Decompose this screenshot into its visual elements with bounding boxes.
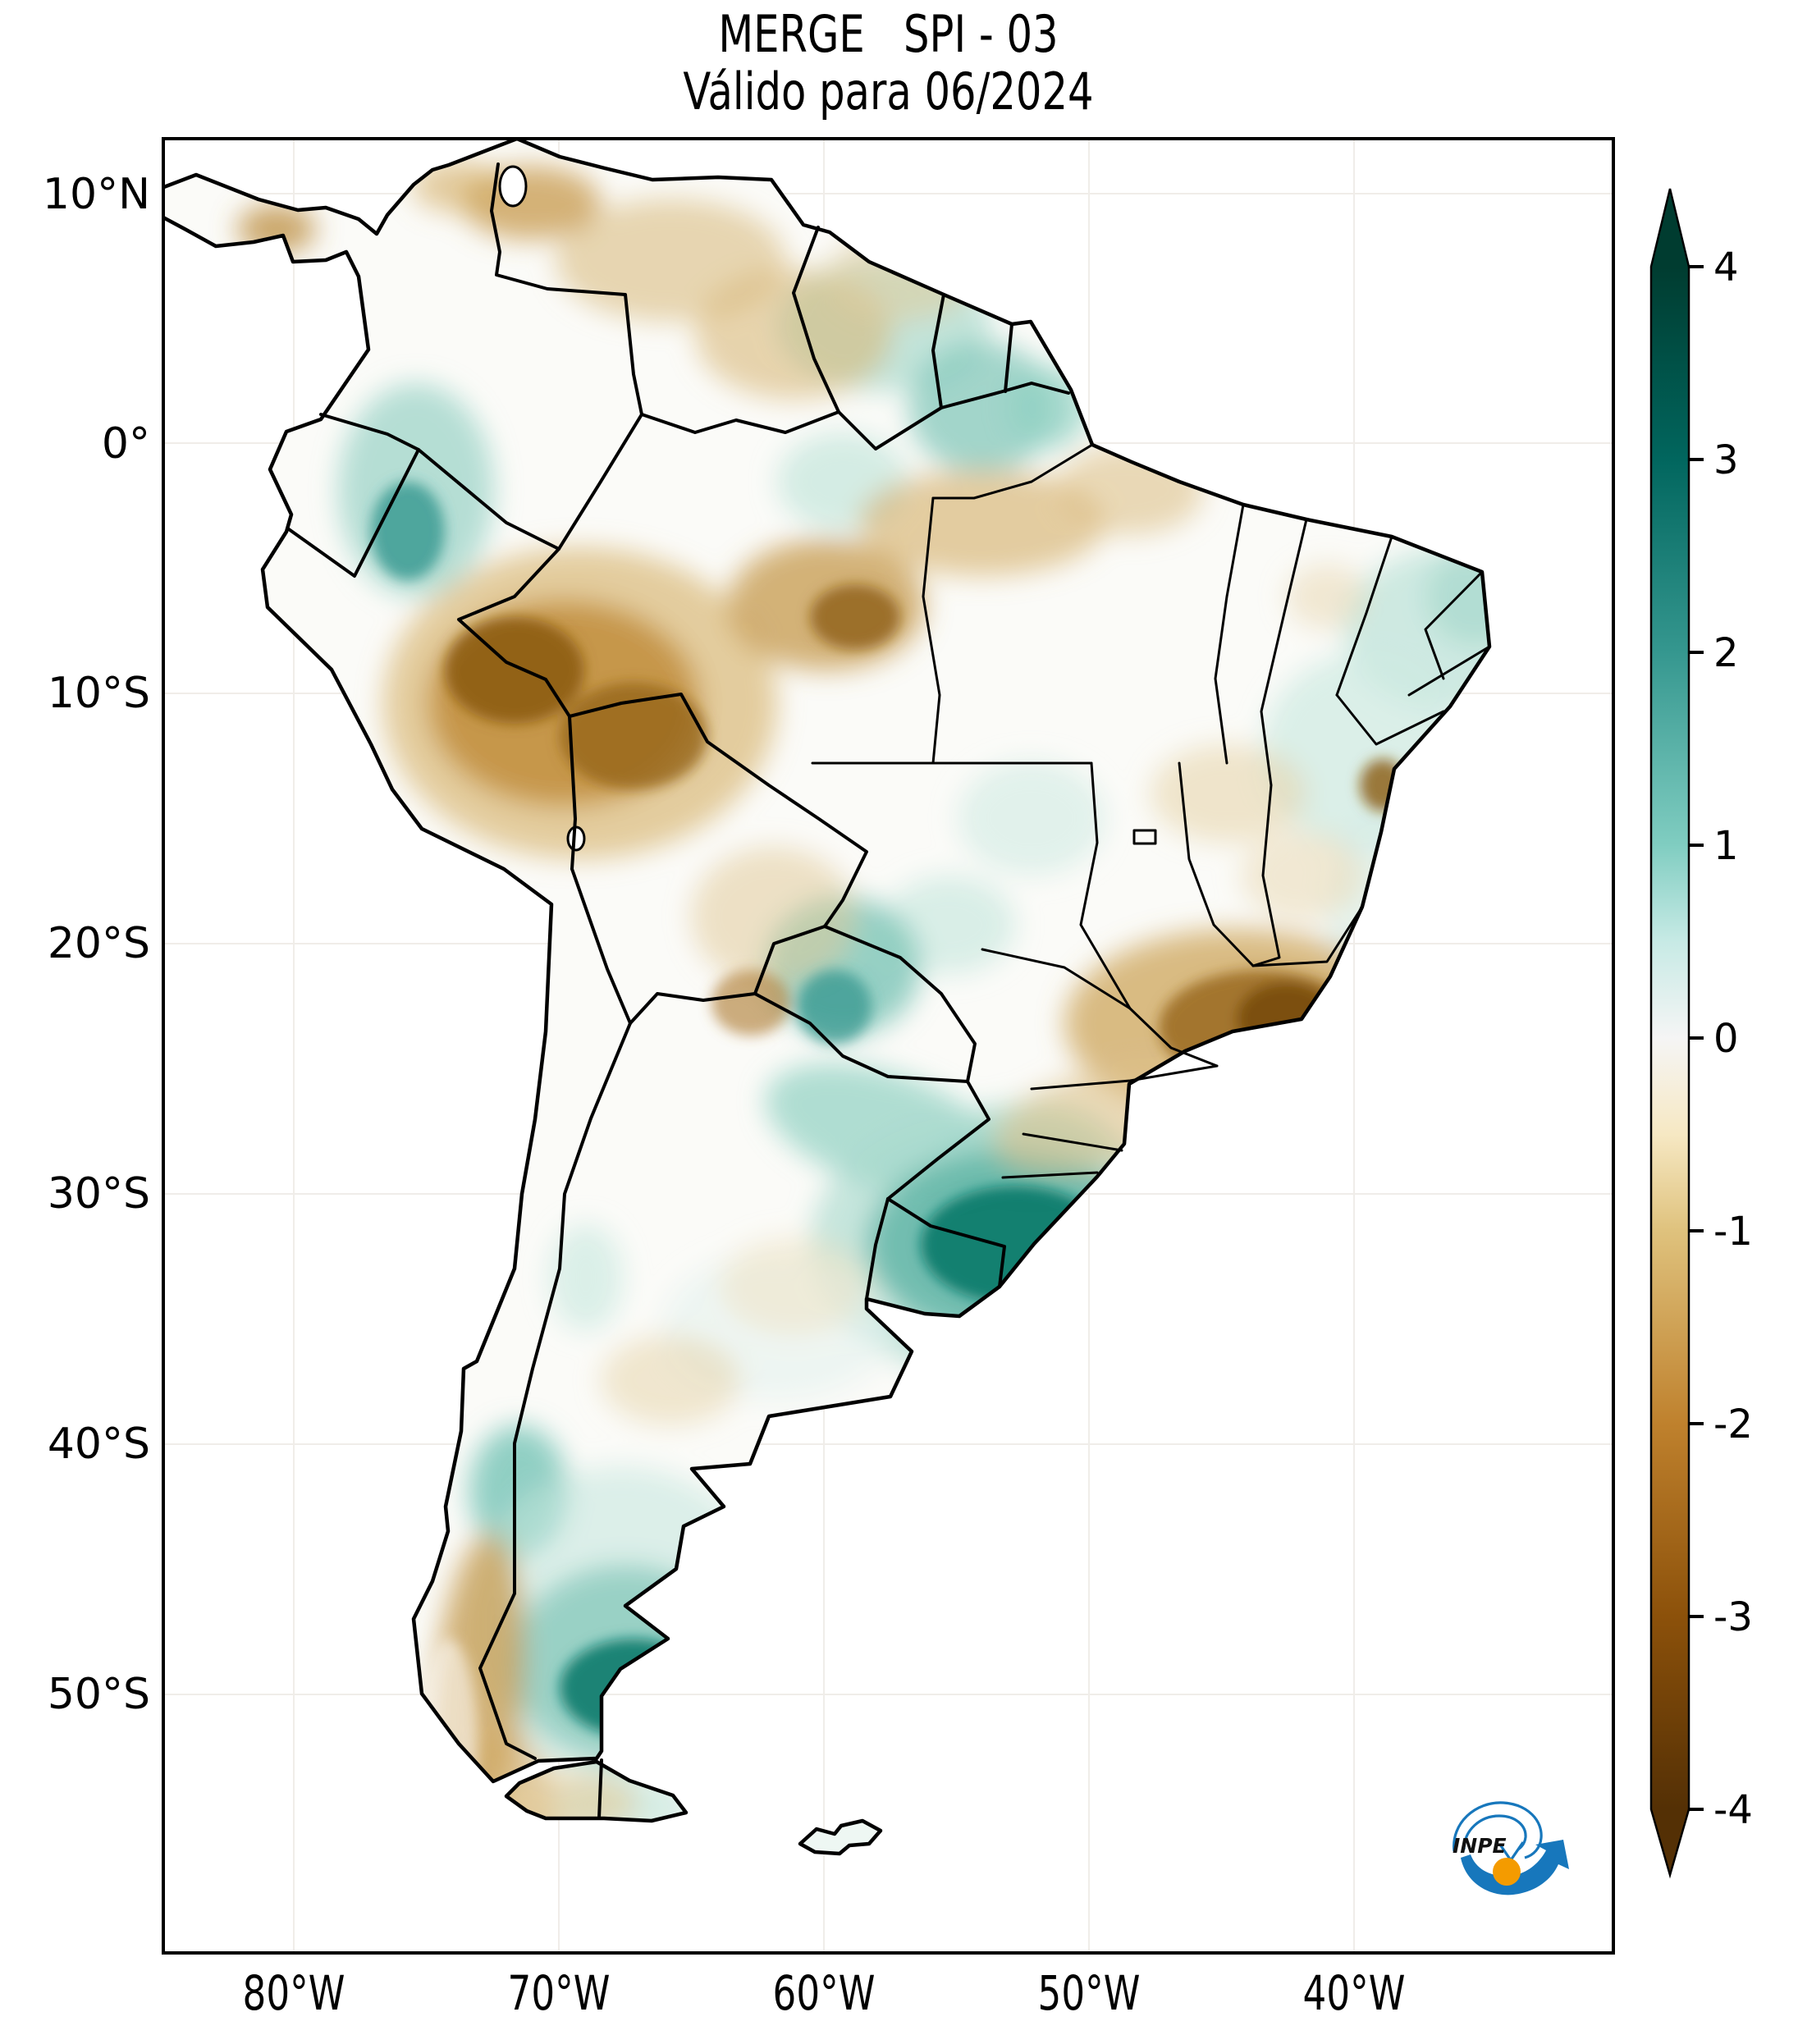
colorbar-arrow-down bbox=[1651, 1809, 1689, 1875]
colorbar-tick-4: 4 bbox=[1713, 245, 1739, 290]
lat-tick-20s: 20°S bbox=[47, 919, 150, 968]
colorbar-arrow-up bbox=[1651, 189, 1689, 267]
logo-sun-icon bbox=[1493, 1858, 1521, 1886]
inpe-logo: INPE bbox=[1453, 1801, 1569, 1895]
colorbar: 4 3 2 1 0 -1 -2 -3 -4 bbox=[1649, 188, 1753, 1879]
state-borders bbox=[811, 443, 1491, 1179]
colorbar-tick-0: 0 bbox=[1713, 1016, 1739, 1062]
colorbar-tick-m1: -1 bbox=[1713, 1209, 1753, 1255]
lon-tick-60w: 60°W bbox=[772, 1965, 876, 2021]
spi-map-canvas bbox=[162, 137, 1615, 1955]
lat-tick-40s: 40°S bbox=[47, 1420, 150, 1469]
coastline bbox=[162, 137, 1492, 1856]
logo-text: INPE bbox=[1453, 1834, 1507, 1858]
lon-tick-40w: 40°W bbox=[1302, 1965, 1406, 2021]
colorbar-tick-m4: -4 bbox=[1713, 1787, 1753, 1833]
lon-tick-50w: 50°W bbox=[1037, 1965, 1141, 2021]
logo-spiral-icon bbox=[1453, 1801, 1543, 1859]
lat-tick-50s: 50°S bbox=[47, 1670, 150, 1719]
lat-tick-0: 0° bbox=[101, 419, 150, 469]
colorbar-tick-2: 2 bbox=[1713, 630, 1739, 676]
colorbar-tick-1: 1 bbox=[1713, 823, 1739, 869]
country-borders bbox=[287, 162, 1070, 1820]
logo-arrow-icon bbox=[1461, 1840, 1569, 1895]
colorbar-tick-m3: -3 bbox=[1713, 1594, 1753, 1640]
lat-tick-10s: 10°S bbox=[47, 669, 150, 718]
lon-tick-70w: 70°W bbox=[507, 1965, 611, 2021]
colorbar-tick-m2: -2 bbox=[1713, 1402, 1753, 1447]
lon-tick-80w: 80°W bbox=[242, 1965, 345, 2021]
colorbar-gradient bbox=[1651, 267, 1689, 1809]
map-frame bbox=[162, 137, 1615, 1955]
page-subtitle: Válido para 06/2024 bbox=[683, 62, 1094, 121]
colorbar-tick-3: 3 bbox=[1713, 437, 1739, 483]
page-title: MERGE SPI - 03 bbox=[718, 4, 1059, 64]
lat-tick-10n: 10°N bbox=[42, 170, 150, 219]
lat-tick-30s: 30°S bbox=[47, 1169, 150, 1219]
